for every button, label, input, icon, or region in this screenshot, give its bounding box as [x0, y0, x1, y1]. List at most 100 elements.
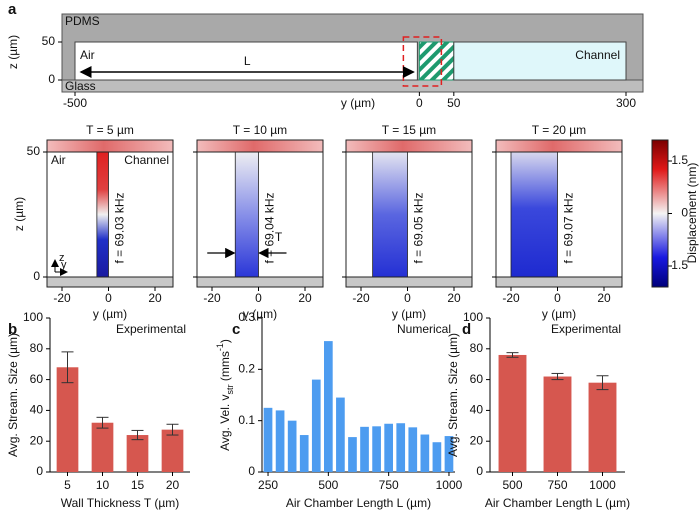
y-tick-label: 20 — [30, 433, 44, 447]
x-tick-label: 750 — [379, 478, 399, 492]
x-tick-label: 15 — [131, 478, 145, 492]
axis-icon-label: z — [59, 252, 65, 264]
x-tick-label: 1000 — [589, 478, 616, 492]
panel-label: b — [8, 321, 17, 338]
panel-frame — [46, 139, 174, 288]
panel-label: d — [462, 321, 471, 338]
bar — [384, 423, 393, 472]
colorbar-tick-label: 0 — [681, 206, 688, 220]
bar — [432, 442, 442, 472]
bar — [56, 367, 79, 472]
frequency-label: f = 69.07 kHz — [562, 192, 576, 263]
colorbar — [651, 139, 669, 288]
bar — [311, 379, 321, 472]
x-tick-label: 20 — [148, 291, 162, 305]
bar — [396, 423, 406, 472]
bar — [360, 426, 369, 472]
axis-icon-label: y — [61, 259, 67, 271]
y-axis-label: Avg. Vel. vstr (mms-1) — [215, 339, 235, 451]
y-axis-label-part: (mms — [218, 351, 232, 384]
glass-strip — [47, 277, 173, 287]
bar — [336, 397, 345, 472]
y-tick-label: 0.2 — [238, 362, 255, 376]
panel-frame — [196, 139, 324, 288]
bar — [444, 436, 454, 472]
x-tick-label: 20 — [597, 291, 611, 305]
y-tick-label: 0.3 — [238, 310, 255, 324]
panel-title: T = 5 µm — [86, 123, 134, 137]
bar — [161, 429, 184, 472]
air-label: Air — [51, 153, 66, 167]
channel-label: Channel — [575, 48, 620, 62]
bar — [498, 354, 527, 472]
bar — [263, 407, 273, 472]
bar — [420, 434, 430, 472]
glass-strip — [346, 277, 472, 287]
pdms-strip — [346, 140, 472, 152]
bar — [372, 426, 381, 472]
colorbar-tick-label: 1.5 — [671, 153, 688, 167]
x-tick-label: 5 — [64, 478, 71, 492]
thickness-label: T — [275, 230, 283, 244]
x-tick-label: 1000 — [436, 478, 463, 492]
x-tick-label: 10 — [96, 478, 110, 492]
material-label: PDMS — [65, 14, 100, 28]
y-tick-label: 0 — [36, 464, 43, 478]
y-tick-label: 40 — [30, 403, 44, 417]
glass-strip — [496, 277, 622, 287]
x-tick-label: -20 — [352, 291, 370, 305]
panel-title: T = 15 µm — [382, 123, 436, 137]
bar — [91, 422, 114, 472]
panel-frame — [495, 139, 623, 288]
x-axis-label: Air Chamber Length L (µm) — [485, 496, 630, 510]
y-tick-label: 300 — [616, 96, 636, 110]
z-tick-label: 0 — [33, 269, 40, 283]
x-tick-label: 0 — [554, 291, 561, 305]
y-axis-label-part: ) — [218, 339, 232, 343]
z-tick-label: 0 — [48, 72, 55, 86]
x-tick-label: 20 — [298, 291, 312, 305]
panel-label: a — [8, 1, 17, 18]
x-tick-label: 20 — [447, 291, 461, 305]
wall — [372, 151, 408, 278]
y-tick-label: 80 — [30, 341, 44, 355]
bar — [543, 376, 572, 472]
wall — [96, 151, 109, 278]
frequency-label: f = 69.05 kHz — [412, 192, 426, 263]
x-tick-label: 20 — [166, 478, 180, 492]
panel-title: T = 10 µm — [233, 123, 287, 137]
annotation: Experimental — [116, 322, 186, 336]
material-label: Glass — [65, 79, 96, 93]
x-tick-label: 500 — [502, 478, 522, 492]
y-axis-label-part: str — [225, 384, 235, 394]
z-tick-label: 50 — [27, 144, 41, 158]
axis-label: y (µm) — [341, 96, 375, 110]
y-axis-label: Avg. Stream. Size (µm) — [446, 333, 460, 457]
wall — [234, 151, 259, 278]
panel-title: T = 20 µm — [532, 123, 586, 137]
bar — [287, 420, 297, 472]
x-tick-label: -20 — [53, 291, 71, 305]
pdms-strip — [496, 140, 622, 152]
axis-label: z (µm) — [12, 197, 26, 231]
frequency-label: f = 69.04 kHz — [263, 192, 277, 263]
x-tick-label: 0 — [105, 291, 112, 305]
pdms-strip — [47, 140, 173, 152]
colorbar-tick-label: -1.5 — [667, 258, 688, 272]
bar — [275, 410, 285, 472]
panel-frame — [345, 139, 473, 288]
y-axis-label: Avg. Stream. Size (µm) — [6, 333, 20, 457]
y-tick-label: 100 — [463, 310, 483, 324]
bar — [126, 435, 149, 472]
glass-strip — [197, 277, 323, 287]
frequency-label: f = 69.03 kHz — [113, 192, 127, 263]
zoom-box — [402, 36, 443, 87]
length-label: L — [244, 54, 251, 68]
pdms-wall — [418, 41, 455, 81]
glass-slide — [61, 79, 644, 93]
x-tick-label: -20 — [203, 291, 221, 305]
bar — [408, 427, 418, 472]
y-axis-label-part: -1 — [215, 343, 225, 351]
pdms-strip — [197, 140, 323, 152]
